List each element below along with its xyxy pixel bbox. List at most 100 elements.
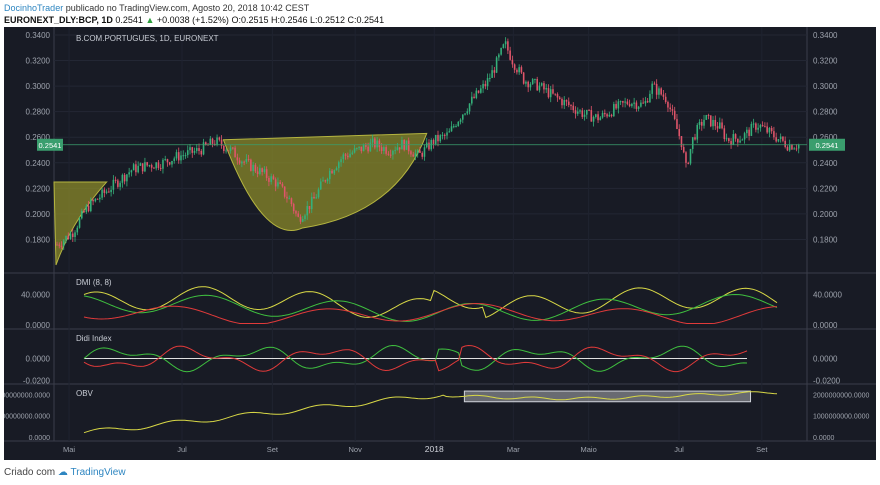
price-tag-left-label: 0.2541 [39,141,62,150]
author-link[interactable]: DocinhoTrader [4,3,64,13]
candle [153,167,155,169]
dmi-line-1 [83,293,778,322]
candle [685,152,687,163]
price-tick-right: 0.3000 [813,82,838,91]
candle [105,191,108,193]
candle [635,102,638,109]
dmi-tick-left: 0.0000 [26,321,51,330]
candle [193,150,196,153]
candle [301,219,304,222]
candle [570,105,572,107]
candle [144,162,146,172]
chart-svg[interactable]: 0.3400 0.3400 0.3200 0.3200 0.3000 0.3000 0.28… [0,27,876,460]
candle [443,134,446,136]
chart-area[interactable]: 0.3400 0.3400 0.3200 0.3200 0.3000 0.3000 0.28… [0,27,876,460]
candle [743,133,746,140]
candle [522,72,525,84]
publish-info: publicado no TradingView.com, Agosto 20,… [65,3,310,13]
candle [317,189,320,198]
candle [344,154,347,156]
candle [164,159,167,161]
obv-tick-left: 2000000000.0000 [4,392,50,399]
candle [728,138,730,142]
candle [324,180,327,182]
candle [709,115,712,127]
candle [773,131,775,138]
candle [351,152,354,154]
candle [624,101,626,103]
candle [81,210,83,219]
candle [457,121,460,127]
candle [389,154,392,156]
candle [259,168,261,175]
candle [315,197,318,199]
candle [750,123,753,136]
candle [416,150,419,154]
candle [782,136,784,141]
candle [797,144,800,149]
candle [60,245,63,247]
candle [137,165,139,173]
candle [498,54,500,58]
candle [62,240,65,246]
candle [378,140,381,148]
candle [554,93,557,95]
candle [135,164,137,173]
candle [306,206,309,216]
price-change: +0.0038 (+1.52%) [156,15,229,25]
candle [531,79,534,85]
candle [141,163,144,172]
candle [529,84,532,88]
candle [606,114,608,117]
candle [202,142,205,155]
candle [534,78,536,80]
change-arrow-icon: ▲ [145,15,155,25]
candle [477,90,480,93]
candle [56,244,58,246]
footer: Criado com ☁ TradingView [4,467,126,478]
candle [658,88,660,95]
candle [340,159,342,163]
candle [504,41,507,45]
candle [288,198,291,200]
candle [662,94,665,97]
candle [448,131,451,133]
candle [696,124,699,140]
candle [146,162,148,166]
candle [752,123,755,125]
candle [270,176,272,182]
candle [180,155,182,161]
candle [333,170,336,174]
tradingview-link[interactable]: TradingView [70,467,126,478]
candle [385,147,387,154]
candle [788,144,791,151]
candle [387,153,390,155]
candle [360,146,363,152]
x-tick-label: Maio [580,445,596,454]
candle [119,182,121,187]
candle [177,152,180,161]
price-tick-left: 0.2600 [26,133,51,142]
candle [112,179,115,190]
candle [471,96,473,104]
candle [543,83,545,90]
publish-line: DocinhoTrader publicado no TradingView.c… [4,3,309,13]
candle [263,169,266,172]
candle [243,161,245,163]
candle [342,154,345,160]
candle [574,110,577,114]
candle [637,106,640,109]
candle [256,171,259,175]
candle [538,85,541,91]
price-tag-right [809,138,845,151]
candle [691,137,694,149]
candle [326,179,329,182]
candle [473,96,475,98]
candle [486,78,489,87]
candle [353,148,356,153]
candle [653,83,656,85]
candle [245,158,248,162]
candle [198,148,200,151]
candle [730,141,732,145]
candle [608,114,611,117]
